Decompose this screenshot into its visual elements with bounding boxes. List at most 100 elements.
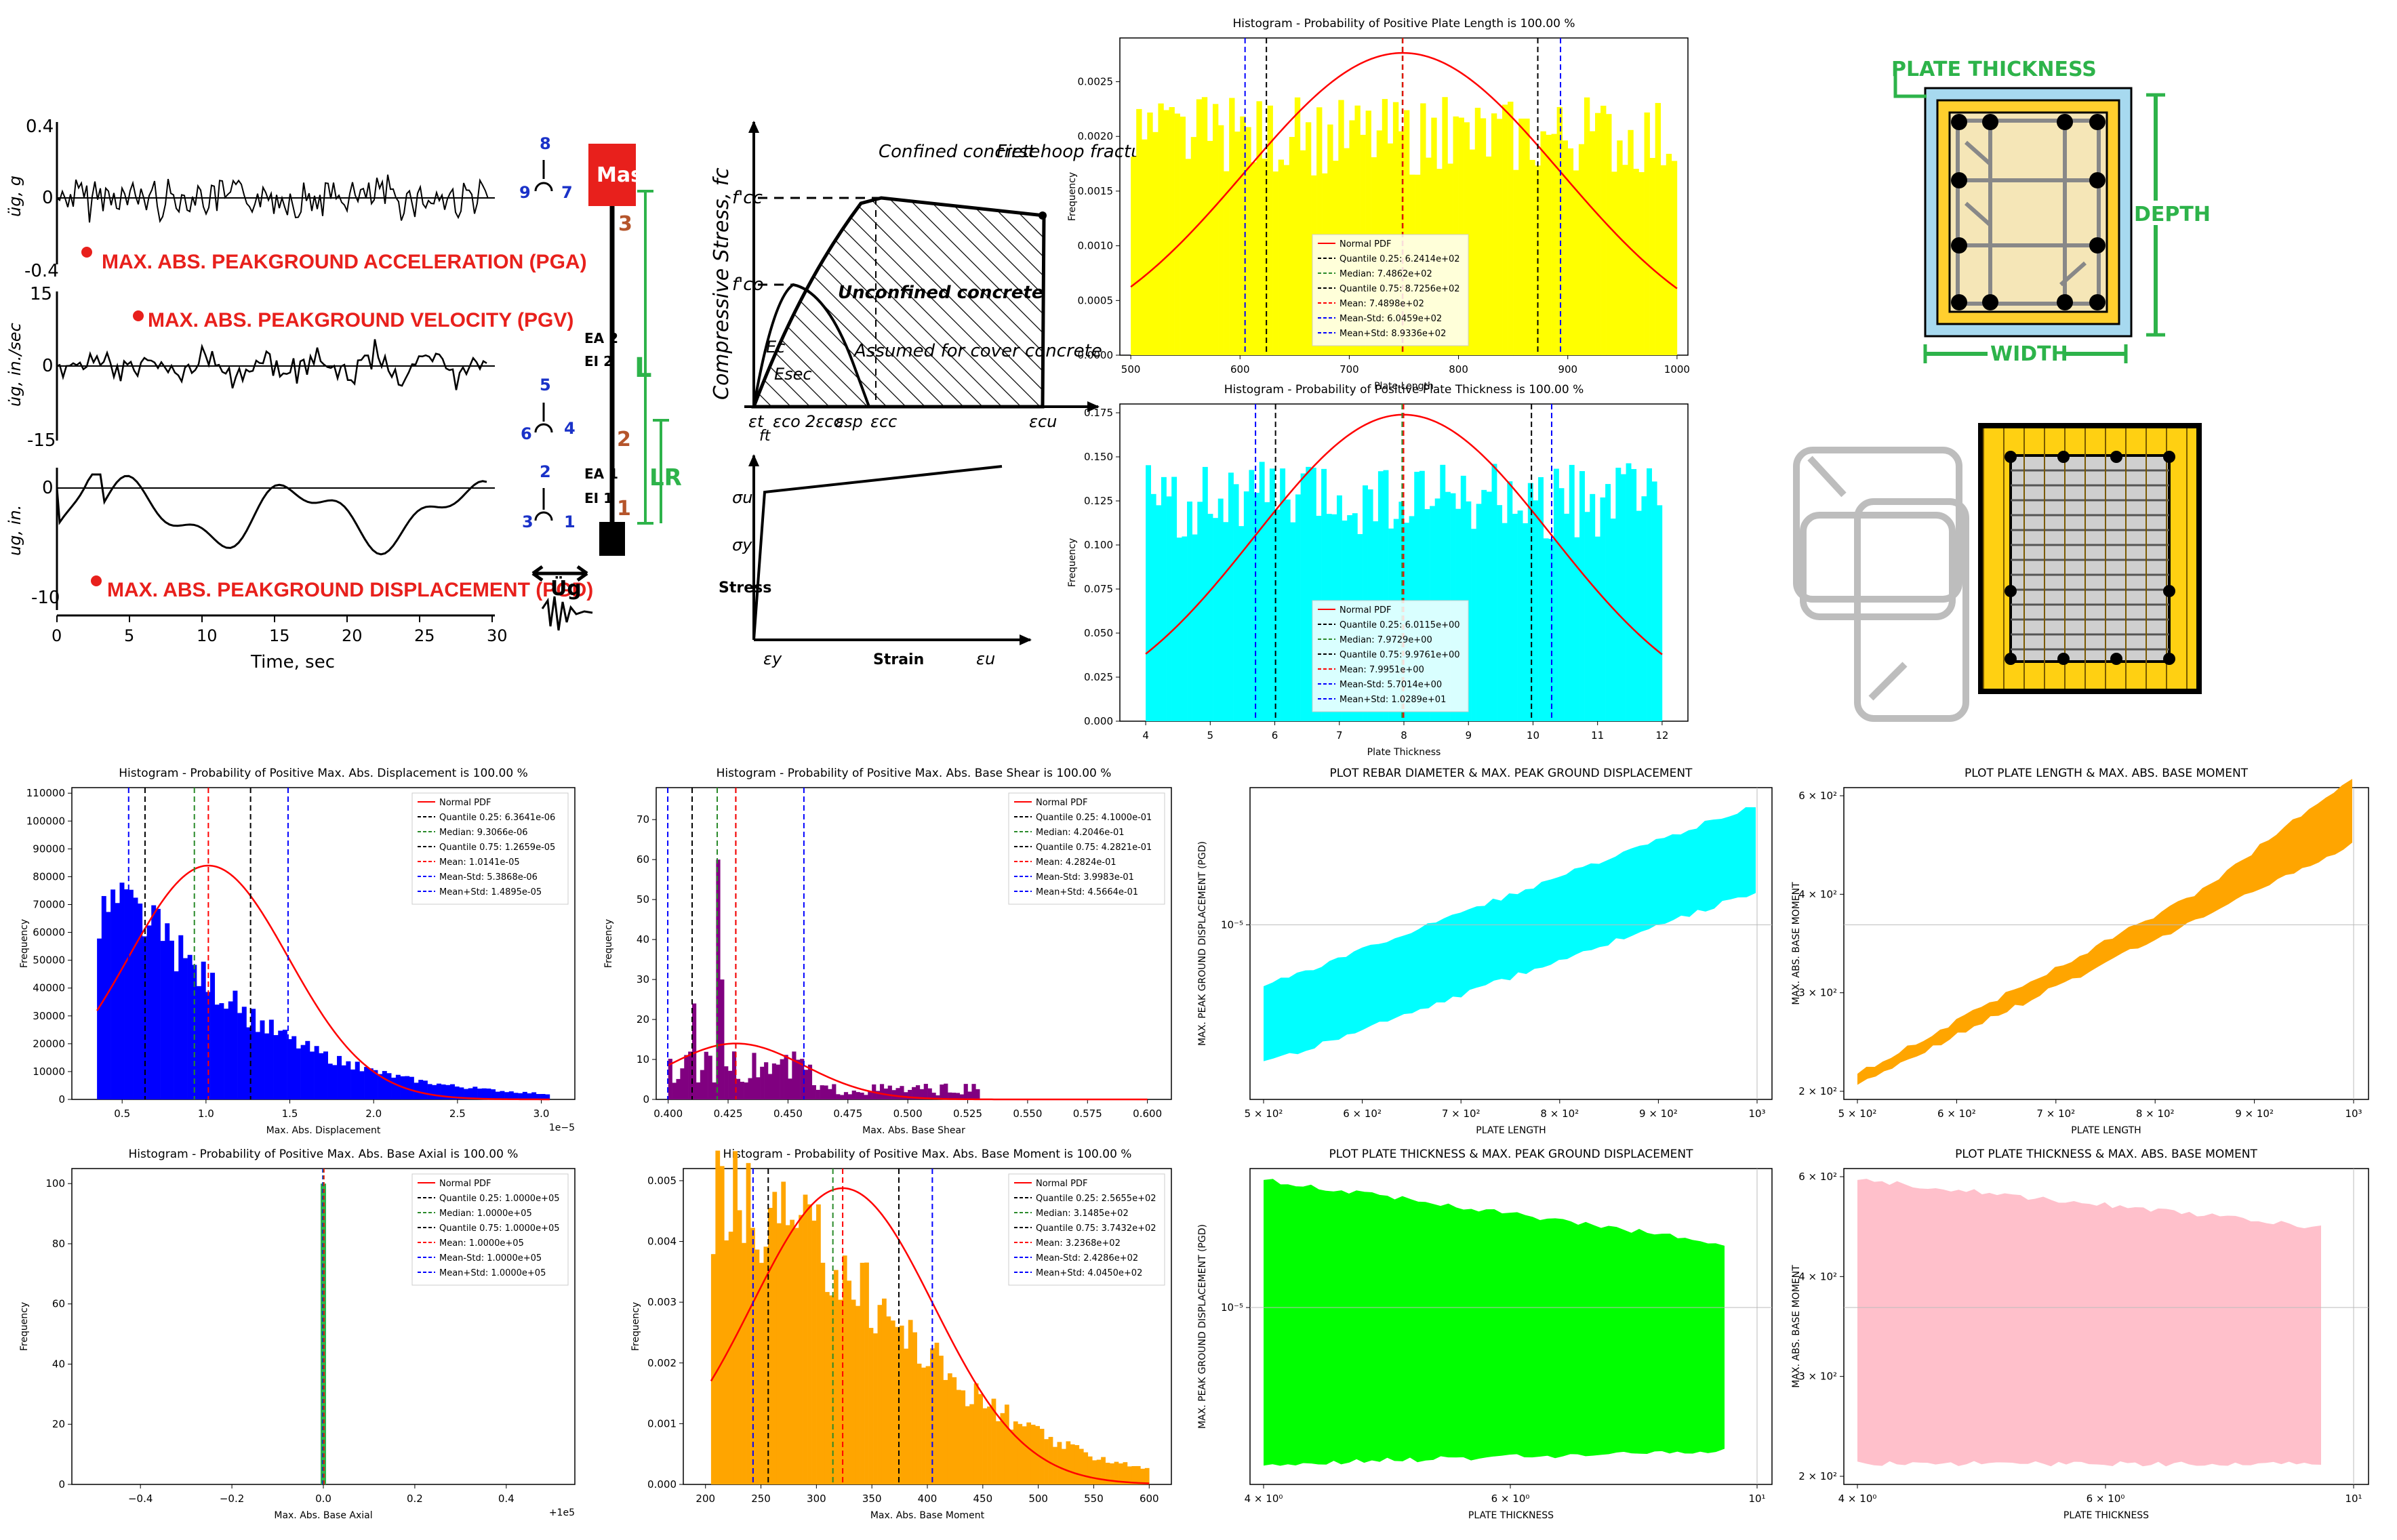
x-tick-label: 0.450 (773, 1108, 803, 1120)
histogram-bar (1620, 474, 1626, 721)
strain-label: Strain (873, 651, 924, 668)
histogram-bar (851, 1299, 856, 1484)
histogram-bar (477, 1089, 483, 1099)
legend-entry: Normal PDF (1036, 798, 1088, 808)
histogram-bar (273, 1035, 279, 1099)
histogram-bar (1217, 498, 1224, 721)
histogram-bar (178, 935, 184, 1099)
histogram-bar (668, 1059, 672, 1099)
histogram-bar (1283, 165, 1290, 355)
x-tick-label: 7 × 10² (2036, 1108, 2075, 1120)
y-tick-label: 90000 (33, 843, 65, 855)
histogram-bar (969, 1404, 975, 1484)
su-label: σu (732, 488, 752, 507)
x-tick-label: 0.425 (714, 1108, 743, 1120)
y-tick-label: 70000 (33, 899, 65, 911)
legend-entry: Quantile 0.25: 1.0000e+05 (439, 1194, 560, 1204)
histogram-bar (359, 1071, 365, 1099)
plot-area (1843, 1168, 2369, 1485)
histogram-bar (776, 1223, 782, 1484)
histogram-bar (1316, 107, 1323, 355)
histogram-bar (1579, 471, 1585, 721)
histogram-bar (692, 1003, 697, 1099)
histogram-bar (1280, 468, 1286, 721)
node-3: 3 (618, 212, 632, 236)
y-tick-label: 100000 (26, 815, 65, 827)
histogram-bar (740, 1081, 744, 1099)
legend-box (1008, 1173, 1165, 1286)
y-tick-label: 0.0025 (1078, 76, 1114, 88)
histogram-bar (192, 965, 197, 1099)
pgd-marker (91, 575, 102, 586)
plate-thickness-label: PLATE THICKNESS (1891, 58, 2097, 81)
histogram-bar (832, 1084, 837, 1099)
histogram-bar (1548, 539, 1554, 721)
histogram-bar (1140, 1468, 1146, 1484)
legend-entry: Median: 3.1485e+02 (1036, 1209, 1129, 1219)
histogram-bar (1163, 110, 1169, 355)
histogram-bar (794, 1228, 799, 1484)
histogram-bar (780, 1059, 784, 1099)
y-tick-label: 10 (637, 1053, 649, 1066)
histogram-bar (1300, 473, 1306, 721)
histogram-bar (796, 1059, 801, 1099)
legend-box (1312, 234, 1469, 346)
histogram-bar (1147, 113, 1153, 355)
histogram-bar (1285, 499, 1291, 721)
x-axis-label: Max. Abs. Displacement (266, 1125, 381, 1136)
histogram-bar (1524, 118, 1530, 356)
seismic-xtick: 25 (414, 626, 435, 645)
histogram-bar (1527, 483, 1533, 721)
histogram-bar (1666, 153, 1672, 356)
legend-entry: Mean: 1.0141e-05 (439, 857, 520, 868)
histogram-bar (767, 1207, 773, 1484)
legend-entry: Quantile 0.75: 9.9761e+00 (1340, 650, 1460, 660)
histogram-bar (1469, 149, 1476, 355)
histogram-bar (214, 1005, 220, 1099)
legend-entry: Mean-Std: 6.0459e+02 (1340, 314, 1442, 324)
histogram-bar (1105, 1463, 1110, 1484)
histogram-bar (1485, 156, 1492, 355)
scatter-point-cloud (1857, 779, 2352, 1085)
histogram-bar (1000, 1413, 1005, 1484)
histogram-bar (1079, 1448, 1084, 1484)
histogram-bar (860, 1263, 865, 1484)
histogram-bar (1161, 477, 1167, 721)
histogram-bar (1174, 113, 1180, 355)
histogram-bar (847, 1094, 852, 1099)
histogram-bar (368, 1068, 374, 1099)
y-tick-label: 60 (52, 1298, 65, 1310)
fcc-label: f'cc (732, 188, 763, 208)
chart-title: PLOT PLATE LENGTH & MAX. ABS. BASE MOMEN… (1965, 767, 2249, 780)
histogram-bar (1144, 1467, 1150, 1484)
histogram-bar (971, 1084, 976, 1099)
histogram-bar (1030, 1424, 1036, 1484)
histogram-bar (1048, 1436, 1053, 1484)
histogram-bar (1182, 536, 1188, 721)
histogram-bar (1131, 1465, 1137, 1484)
histogram-bar (785, 1225, 790, 1484)
x-tick-label: 4 (1142, 729, 1149, 742)
x-tick-label: 2.5 (449, 1108, 466, 1120)
histogram-bar (904, 1348, 909, 1484)
pga-label: MAX. ABS. PEAKGROUND ACCELERATION (PGA) (102, 251, 587, 273)
histogram-bar (133, 897, 138, 1099)
y-tick-label: 100 (45, 1177, 65, 1190)
histogram-bar (923, 1084, 928, 1099)
histogram-bar (382, 1071, 387, 1099)
pgd-label: MAX. ABS. PEAKGROUND DISPLACEMENT (PGD) (107, 579, 593, 601)
histogram-bar (776, 1064, 780, 1099)
histogram-bar (843, 1092, 849, 1099)
legend-entry: Normal PDF (1340, 605, 1392, 615)
histogram-bar (1551, 134, 1557, 355)
histogram-bar (1192, 534, 1198, 721)
histogram-bar (197, 986, 201, 1099)
y-tick-label: 0.075 (1084, 583, 1113, 595)
chart-base_axial: Histogram - Probability of Positive Max.… (19, 1148, 576, 1521)
histogram-bar (1202, 466, 1208, 721)
histogram-bar (427, 1084, 432, 1099)
histogram-bar (1584, 97, 1590, 355)
histogram-bar (138, 904, 143, 1099)
histogram-bar (422, 1080, 428, 1099)
x-tick-label: 12 (1655, 729, 1668, 742)
